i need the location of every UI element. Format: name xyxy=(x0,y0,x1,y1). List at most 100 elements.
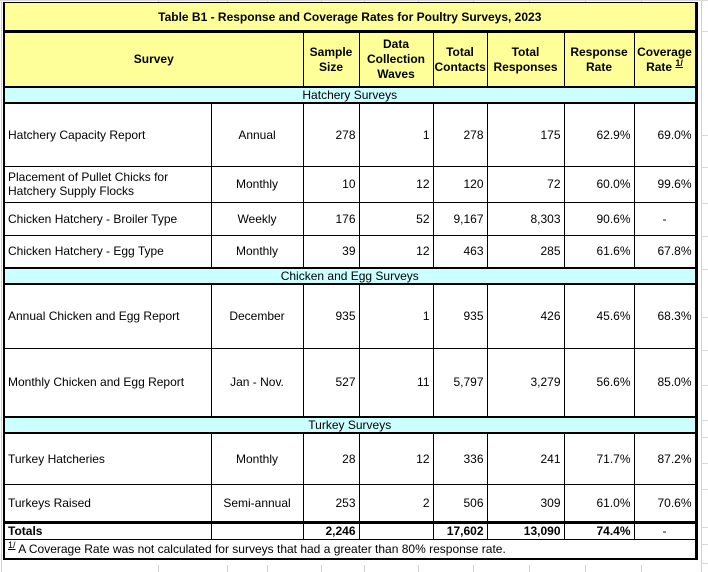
header-line: Total xyxy=(511,44,540,59)
survey-name-cell: Chicken Hatchery - Egg Type xyxy=(3,234,212,269)
frequency-cell: Semi-annual xyxy=(210,483,304,523)
response-rate-cell: 90.6% xyxy=(563,201,635,236)
frequency-cell: December xyxy=(210,283,304,349)
gridline xyxy=(701,167,708,168)
gridline xyxy=(418,565,419,572)
waves-cell: 12 xyxy=(358,165,434,203)
frequency-cell: Monthly xyxy=(210,165,304,203)
gridline xyxy=(321,565,322,572)
column-header-total-contacts: Total Contacts xyxy=(432,31,488,88)
survey-name-cell: Turkeys Raised xyxy=(3,483,212,523)
gridline xyxy=(701,420,708,421)
response-rate-cell: 45.6% xyxy=(563,283,635,349)
coverage-rate-cell: 67.8% xyxy=(633,234,697,269)
contacts-cell: 9,167 xyxy=(432,201,488,236)
gridline xyxy=(701,0,702,572)
gridline xyxy=(473,0,474,2)
gridline xyxy=(701,31,708,32)
survey-name-cell: Hatchery Capacity Report xyxy=(3,102,212,167)
coverage-rate-cell: 85.0% xyxy=(633,347,697,418)
contacts-cell: 17,602 xyxy=(432,520,488,540)
column-header-coverage-rate: Coverage Rate 1/ xyxy=(633,31,697,88)
contacts-cell: 278 xyxy=(432,102,488,167)
sample-size-cell: 28 xyxy=(302,432,360,485)
totals-label-cell: Totals xyxy=(3,520,212,540)
sample-size-cell: 2,246 xyxy=(302,520,360,540)
survey-name-cell: Turkey Hatcheries xyxy=(3,432,212,485)
gridline xyxy=(585,565,586,572)
gridline xyxy=(701,317,708,318)
footnote-marker: 1/ xyxy=(675,57,683,68)
coverage-rate-cell: 69.0% xyxy=(633,102,697,167)
column-header-row: Survey Sample Size Data Collection Waves To… xyxy=(3,31,697,88)
frequency-cell xyxy=(210,520,304,540)
waves-cell: 12 xyxy=(358,432,434,485)
gridline xyxy=(641,0,642,2)
contacts-cell: 5,797 xyxy=(432,347,488,418)
responses-cell: 309 xyxy=(486,483,565,523)
table-row: Chicken Hatchery - Broiler Type Weekly 1… xyxy=(3,201,697,236)
gridline xyxy=(529,565,530,572)
responses-cell: 285 xyxy=(486,234,565,269)
responses-cell: 72 xyxy=(486,165,565,203)
table-title-row: Table B1 - Response and Coverage Rates f… xyxy=(3,2,697,33)
footnote-marker: 1/ xyxy=(8,539,16,550)
section-label: Hatchery Surveys xyxy=(3,86,697,104)
header-line: Total xyxy=(446,44,474,59)
header-line: Coverage xyxy=(637,44,692,59)
header-line: Response xyxy=(570,44,628,59)
footnote-text: A Coverage Rate was not calculated for s… xyxy=(18,541,506,556)
gridline xyxy=(701,236,708,237)
gridline xyxy=(701,269,708,270)
section-header-hatchery-surveys: Hatchery Surveys xyxy=(3,86,697,104)
table-row: Turkey Hatcheries Monthly 28 12 336 241 … xyxy=(3,432,697,485)
gridline xyxy=(1,0,2,572)
waves-cell: 2 xyxy=(358,483,434,523)
section-header-turkey-surveys: Turkey Surveys xyxy=(3,416,697,434)
section-label: Turkey Surveys xyxy=(3,416,697,434)
coverage-rate-cell: 70.6% xyxy=(633,483,697,523)
gridline xyxy=(418,0,419,2)
table-row: Monthly Chicken and Egg Report Jan - Nov… xyxy=(3,347,697,418)
table-row: Hatchery Capacity Report Annual 278 1 27… xyxy=(3,102,697,167)
header-line: Responses xyxy=(493,59,558,74)
column-header-sample-size: Sample Size xyxy=(302,31,360,88)
response-rate-cell: 61.0% xyxy=(563,483,635,523)
sample-size-cell: 176 xyxy=(302,201,360,236)
sample-size-cell: 253 xyxy=(302,483,360,523)
responses-cell: 8,303 xyxy=(486,201,565,236)
gridline xyxy=(641,565,642,572)
survey-name-cell: Placement of Pullet Chicks for Hatchery … xyxy=(3,165,212,203)
header-line: Sample xyxy=(309,44,353,59)
contacts-cell: 120 xyxy=(432,165,488,203)
waves-cell: 11 xyxy=(358,347,434,418)
gridline xyxy=(701,203,708,204)
sample-size-cell: 935 xyxy=(302,283,360,349)
frequency-cell: Monthly xyxy=(210,234,304,269)
gridline xyxy=(473,565,474,572)
sample-size-cell: 10 xyxy=(302,165,360,203)
response-rate-cell: 56.6% xyxy=(563,347,635,418)
gridline xyxy=(267,565,268,572)
gridline xyxy=(227,0,228,2)
gridline xyxy=(701,463,708,464)
gridline xyxy=(267,0,268,2)
responses-cell: 426 xyxy=(486,283,565,349)
gridline xyxy=(158,0,159,2)
gridline xyxy=(701,489,708,490)
waves-cell: 52 xyxy=(358,201,434,236)
contacts-cell: 463 xyxy=(432,234,488,269)
coverage-rate-cell: 87.2% xyxy=(633,432,697,485)
coverage-rate-cell: - xyxy=(633,201,697,236)
column-header-survey: Survey xyxy=(3,31,304,88)
waves-cell: 12 xyxy=(358,234,434,269)
gridline xyxy=(227,565,228,572)
table-row: Placement of Pullet Chicks for Hatchery … xyxy=(3,165,697,203)
gridline xyxy=(701,527,708,528)
responses-cell: 3,279 xyxy=(486,347,565,418)
gridline xyxy=(701,563,708,564)
header-line: Contacts xyxy=(434,59,486,74)
coverage-rate-cell: - xyxy=(633,520,697,540)
response-rate-cell: 71.7% xyxy=(563,432,635,485)
coverage-rate-cell: 68.3% xyxy=(633,283,697,349)
